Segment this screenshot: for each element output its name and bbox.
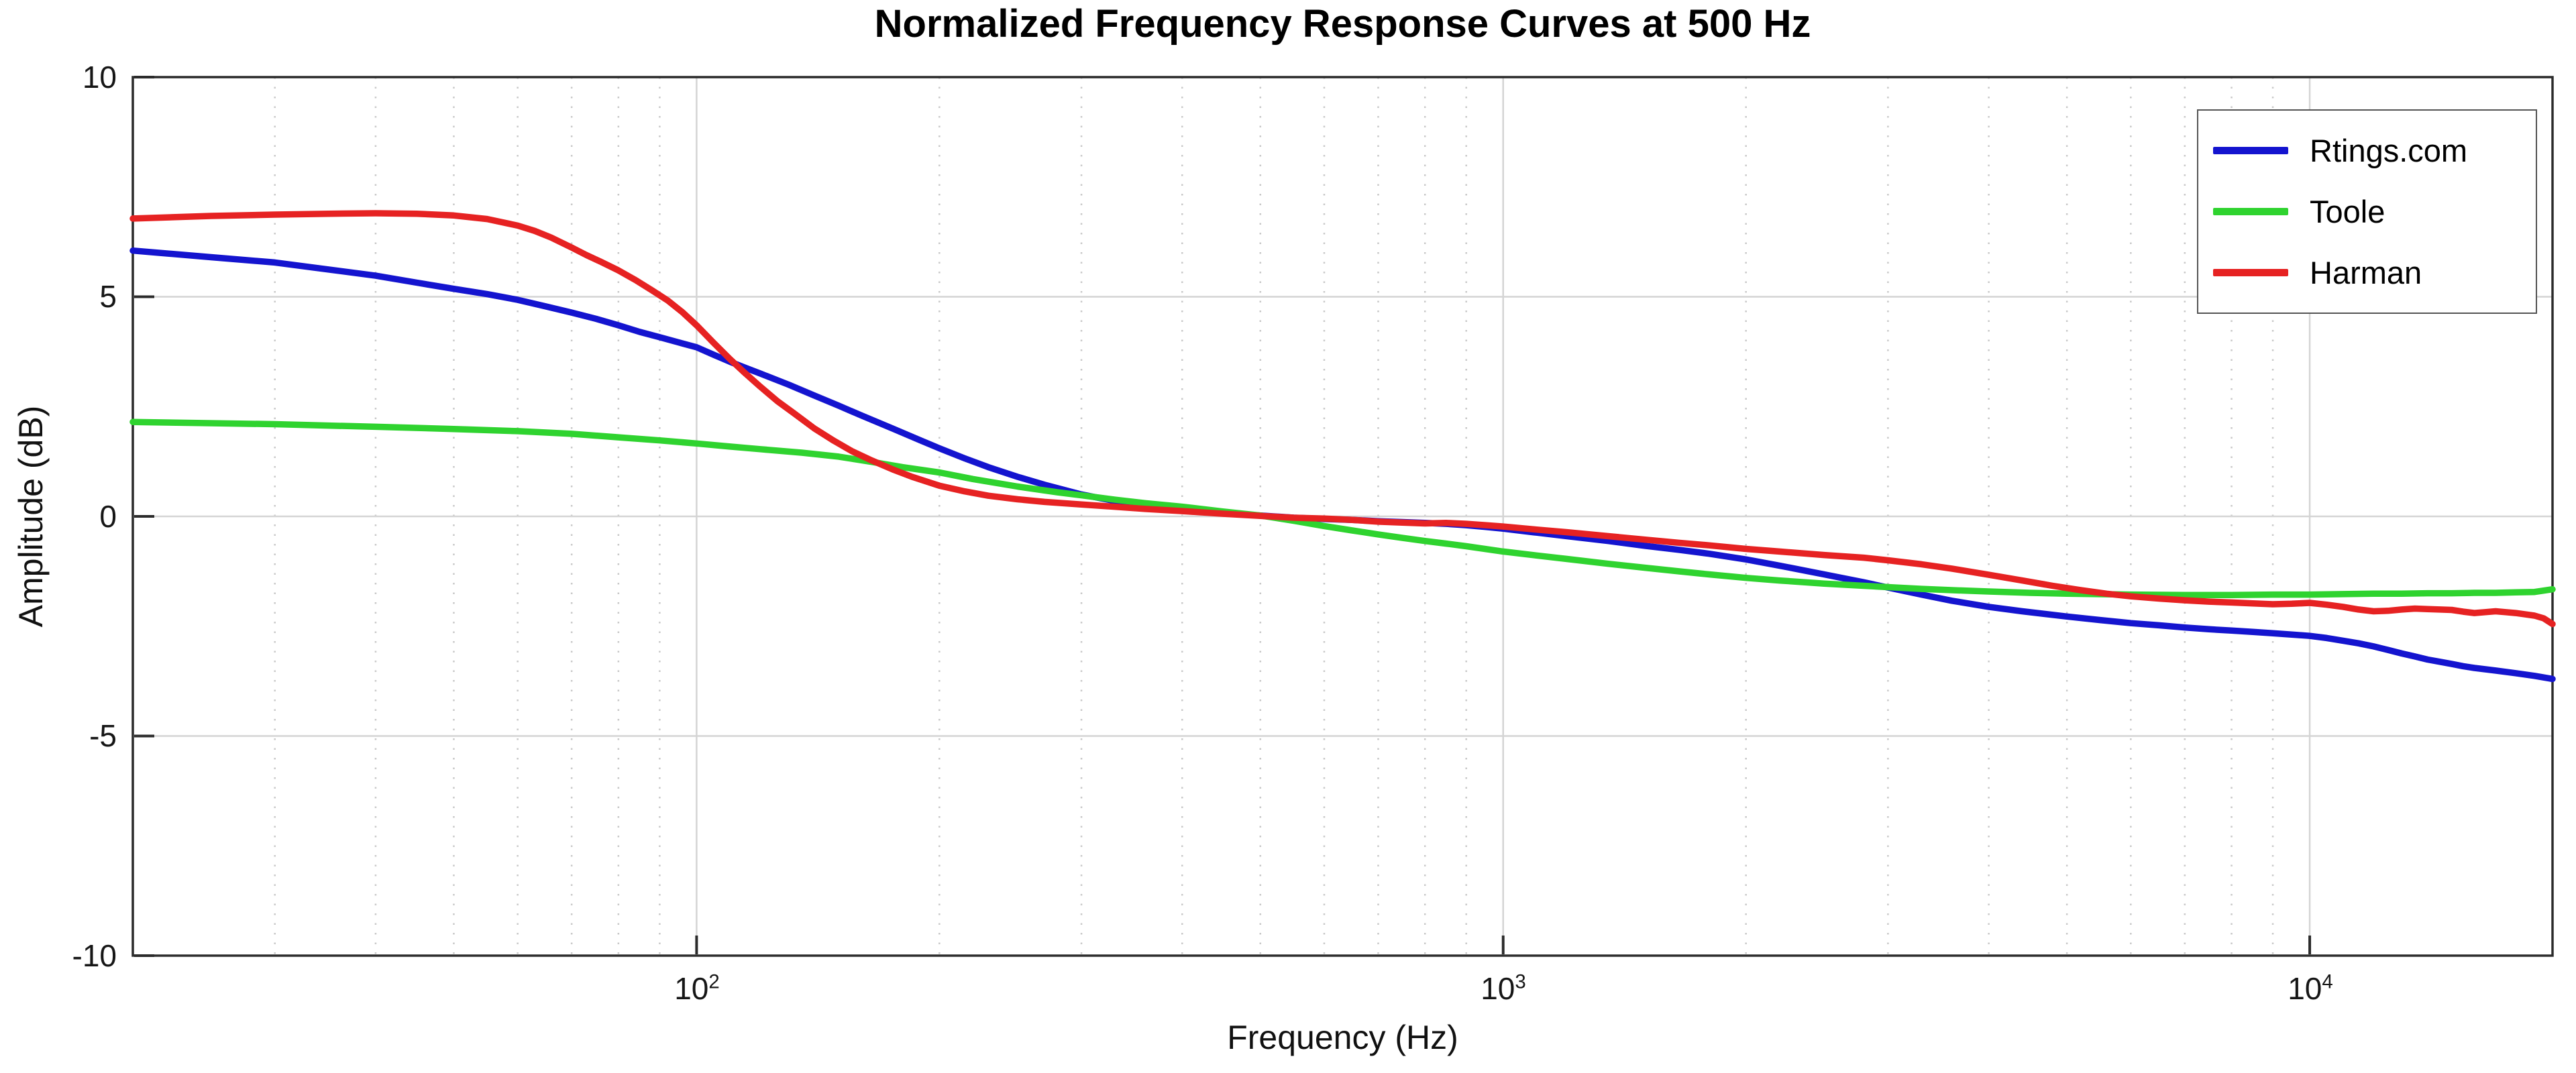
- legend-line-red-icon: [2213, 269, 2288, 276]
- legend-label: Rtings.com: [2310, 133, 2468, 168]
- x-tick-exponent: 2: [708, 970, 720, 993]
- y-tick-label-neg5: -5: [89, 718, 117, 753]
- x-tick-exponent: 4: [2322, 970, 2333, 993]
- legend-item-harman: Harman: [2213, 254, 2529, 291]
- chart-title: Normalized Frequency Response Curves at …: [874, 2, 1811, 46]
- y-tick-label-5: 5: [99, 279, 117, 314]
- legend: Rtings.com Toole Harman: [2197, 109, 2537, 314]
- y-tick-label-0: 0: [99, 499, 117, 534]
- x-tick-label-100: 102: [674, 970, 720, 1007]
- x-tick-exponent: 3: [1515, 970, 1526, 993]
- y-tick-label-10: 10: [82, 60, 117, 95]
- legend-line-green-icon: [2213, 208, 2288, 215]
- legend-label: Toole: [2310, 194, 2385, 229]
- x-tick-base: 10: [2288, 971, 2322, 1006]
- x-tick-base: 10: [674, 971, 709, 1006]
- x-axis-label: Frequency (Hz): [1227, 1019, 1458, 1056]
- legend-item-rtings: Rtings.com: [2213, 132, 2529, 169]
- legend-label: Harman: [2310, 255, 2422, 290]
- x-tick-label-1000: 103: [1481, 970, 1526, 1007]
- x-tick-base: 10: [1481, 971, 1515, 1006]
- x-tick-label-10000: 104: [2288, 970, 2333, 1007]
- y-tick-label-neg10: -10: [72, 938, 117, 973]
- legend-item-toole: Toole: [2213, 193, 2529, 230]
- legend-line-blue-icon: [2213, 147, 2288, 154]
